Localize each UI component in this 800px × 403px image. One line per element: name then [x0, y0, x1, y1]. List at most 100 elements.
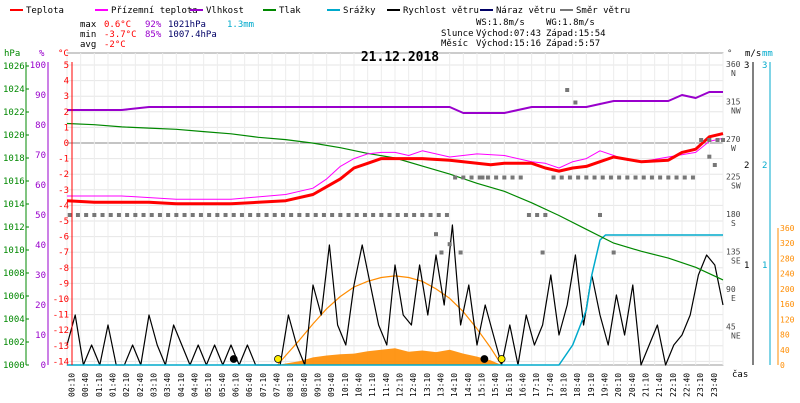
direction-tick-degrees: 270: [726, 135, 741, 144]
wind-direction-point: [280, 213, 285, 217]
wind-direction-point: [625, 175, 630, 180]
wind-direction-point: [477, 175, 482, 180]
wind-direction-point: [248, 213, 253, 217]
solar-tick-label: 40: [780, 346, 790, 355]
wind-direction-point: [699, 138, 704, 142]
solar-tick-label: 80: [780, 331, 790, 340]
wind-direction-point: [223, 213, 228, 217]
solar-tick-label: 360: [780, 224, 795, 233]
wind-direction-point: [453, 175, 458, 180]
temperature-tick-label: -3: [58, 186, 69, 196]
humidity-tick-label: 50: [35, 211, 46, 221]
time-tick-label: 22:40: [683, 373, 692, 397]
time-tick-label: 12:10: [396, 373, 405, 397]
humidity-tick-label: 80: [35, 121, 46, 131]
time-tick-label: 09:10: [314, 373, 323, 397]
legend-label: Tlak: [279, 6, 301, 16]
direction-tick-compass: SE: [731, 257, 741, 266]
pressure-axis-unit: hPa: [4, 49, 20, 59]
time-tick-label: 23:40: [710, 373, 719, 397]
wind-direction-point: [494, 175, 499, 180]
wind-direction-point: [707, 138, 712, 142]
humidity-axis-unit: %: [39, 49, 45, 59]
time-tick-label: 08:10: [286, 373, 295, 397]
wind-direction-point: [371, 213, 376, 217]
temperature-tick-label: -1: [58, 155, 69, 165]
wind-direction-point: [116, 213, 121, 217]
legend-label: Vlhkost: [206, 6, 244, 16]
time-tick-label: 07:10: [259, 373, 268, 397]
time-tick-label: 13:40: [437, 373, 446, 397]
temperature-tick-label: -2: [58, 170, 69, 180]
stats-wind-speed: WS:1.8m/s: [476, 18, 525, 28]
pressure-tick-label: 1012: [3, 223, 25, 233]
time-tick-label: 05:10: [204, 373, 213, 397]
wind-direction-point: [174, 213, 179, 217]
pressure-tick-label: 1006: [3, 292, 25, 302]
time-tick-label: 03:40: [163, 373, 172, 397]
direction-tick-degrees: 360: [726, 60, 741, 69]
pressure-tick-label: 1002: [3, 338, 25, 348]
wind-direction-point: [608, 175, 613, 180]
wind-tick-label: 2: [744, 161, 749, 171]
wind-direction-point: [658, 175, 663, 180]
sun-event-mark: [274, 355, 282, 363]
wind-direction-point: [592, 175, 597, 180]
direction-tick-compass: W: [731, 144, 736, 153]
wind-direction-point: [108, 213, 113, 217]
legend-label: Směr větru: [576, 6, 630, 16]
stats-temperature: 0.6°C: [104, 20, 131, 30]
wind-direction-point: [707, 154, 712, 159]
solar-tick-label: 200: [780, 285, 795, 294]
wind-direction-point: [379, 213, 384, 217]
direction-tick-degrees: 225: [726, 173, 741, 182]
time-tick-label: 01:10: [95, 373, 104, 397]
wind-direction-point: [182, 213, 187, 217]
wind-direction-point: [598, 213, 602, 217]
stats-humidity: 85%: [145, 30, 162, 40]
direction-tick-degrees: 180: [726, 210, 741, 219]
stats-row-label: avg: [80, 40, 96, 50]
temperature-tick-label: -14: [53, 357, 69, 367]
wind-direction-point: [649, 175, 654, 180]
wind-direction-point: [67, 213, 72, 217]
wind-direction-point: [540, 250, 545, 255]
humidity-tick-label: 10: [35, 331, 46, 341]
wind-direction-point: [215, 213, 220, 217]
wind-direction-point: [721, 138, 725, 142]
time-axis: 00:10 00:40 01:10 01:40 02:10 02:40 03:10 03:40…: [68, 369, 749, 397]
temperature-tick-label: -10: [53, 295, 69, 305]
direction-tick-compass: NE: [731, 332, 741, 341]
time-tick-label: 09:40: [327, 373, 336, 397]
wind-direction-point: [600, 175, 605, 180]
solar-radiation-area: [67, 348, 723, 365]
humidity-tick-label: 60: [35, 181, 46, 191]
wind-direction-point: [297, 213, 302, 217]
time-tick-label: 08:40: [300, 373, 309, 397]
moon-event-mark: [229, 355, 238, 363]
wind-direction-point: [387, 213, 392, 217]
wind-direction-point: [321, 213, 326, 217]
time-tick-label: 23:10: [696, 373, 705, 397]
wind-direction-point: [313, 213, 318, 217]
solar-tick-label: 280: [780, 254, 795, 263]
wind-direction-point: [434, 232, 438, 237]
wind-direction-point: [682, 175, 687, 180]
time-tick-label: 21:40: [655, 373, 664, 397]
temperature-tick-label: -11: [53, 311, 69, 321]
time-tick-label: 02:40: [136, 373, 145, 397]
humidity-tick-label: 0: [41, 361, 46, 371]
wind-speed-line: [66, 224, 724, 366]
direction-tick-compass: SW: [731, 182, 741, 191]
wind-direction-point: [690, 175, 695, 180]
temperature-tick-label: 3: [64, 92, 69, 102]
solar-tick-label: 240: [780, 270, 795, 279]
time-tick-label: 10:10: [341, 373, 350, 397]
temperature-tick-label: -12: [53, 326, 69, 336]
time-tick-label: 15:40: [491, 373, 500, 397]
stats-humidity: 92%: [145, 20, 162, 30]
direction-tick-compass: E: [731, 294, 736, 303]
time-tick-label: 02:10: [122, 373, 131, 397]
